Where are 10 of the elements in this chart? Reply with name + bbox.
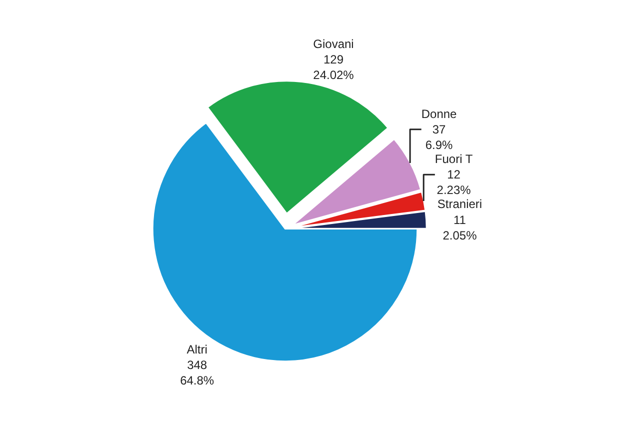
data-label: 348 64.8% <box>180 358 214 388</box>
data-label: 37 6.9% <box>425 122 454 152</box>
data-label: 129 24.02% <box>313 52 354 82</box>
data-label: 12 2.23% <box>436 168 472 198</box>
slice-label: Fuori T <box>434 152 474 166</box>
slice-label: Stranieri <box>437 197 482 212</box>
slice-label: Altri <box>186 342 208 357</box>
slice-label: Donne <box>421 106 458 121</box>
slice-label: Giovani <box>313 37 354 52</box>
data-label: 11 2.05% <box>442 212 478 242</box>
